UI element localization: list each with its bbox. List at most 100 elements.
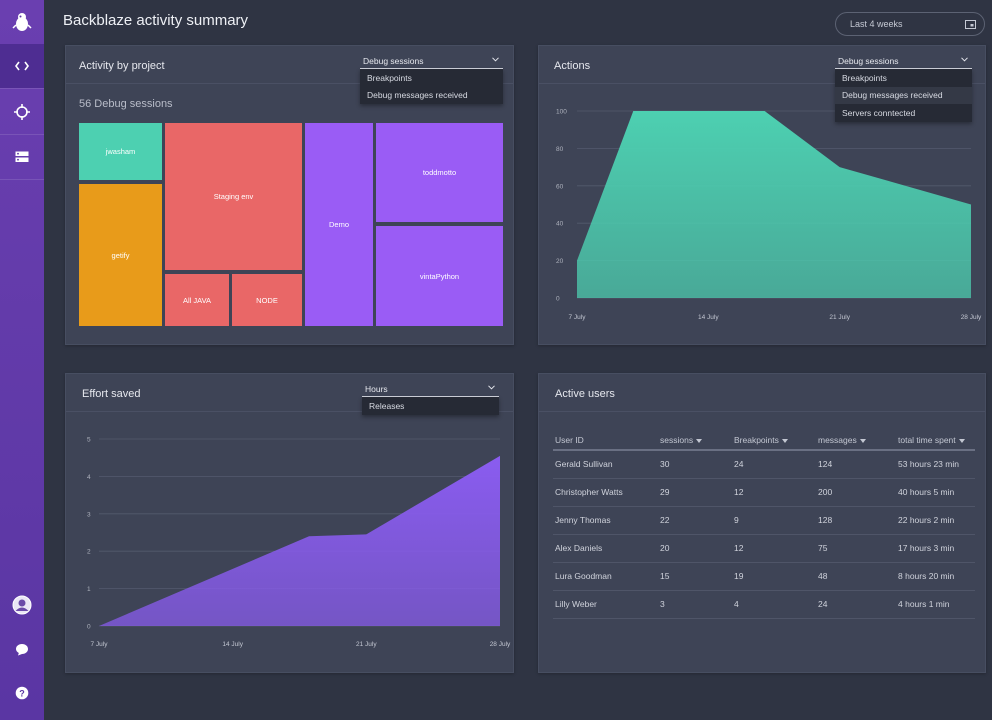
treemap-cell[interactable]: Staging env [165,123,302,270]
column-header-user-id[interactable]: User ID [553,431,658,451]
sidebar-item-code[interactable] [0,44,44,88]
page-title: Backblaze activity summary [63,12,249,29]
treemap-cell[interactable]: Demo [305,123,373,326]
cell-breakpoints: 4 [732,590,816,619]
cell-messages: 124 [816,450,896,479]
users-panel: Active users User ID sessions Breakpoint… [538,373,986,673]
table-row[interactable]: Christopher Watts 29 12 200 40 hours 5 m… [553,478,975,507]
actions-area-chart: 0 20 40 60 80 100 7 July 14 July 21 July 28 July [556,109,982,322]
dropdown-selected-label: Debug sessions [838,55,899,66]
cell-total-time: 17 hours 3 min [896,534,975,563]
dropdown-option[interactable]: Releases [369,400,405,411]
users-table: User ID sessions Breakpoints messages to… [553,431,975,619]
table-row[interactable]: Gerald Sullivan 30 24 124 53 hours 23 mi… [553,450,975,479]
svg-text:?: ? [19,688,25,698]
cell-sessions: 15 [658,562,732,591]
cell-user-id: Lura Goodman [553,562,658,591]
treemap-cell[interactable]: All JAVA [165,274,229,326]
cell-user-id: Lilly Weber [553,590,658,619]
help-icon: ? [15,686,29,700]
actions-panel-title: Actions [554,60,591,72]
sidebar-item-servers[interactable] [0,135,44,179]
column-header-sessions[interactable]: sessions [658,431,732,451]
date-range-select[interactable]: Last 4 weeks [835,12,985,36]
x-tick-label: 28 July [490,641,511,648]
y-tick-label: 100 [556,109,567,116]
cell-user-id: Jenny Thomas [553,506,658,535]
cell-messages: 24 [816,590,896,619]
table-row[interactable]: Lura Goodman 15 19 48 8 hours 20 min [553,562,975,591]
activity-panel: Activity by project 56 Debug sessions jw… [65,45,514,345]
y-tick-label: 80 [556,146,564,153]
sort-caret-icon [859,438,866,443]
sidebar-item-target[interactable] [0,90,44,134]
treemap-cell[interactable]: getify [79,184,162,326]
cell-sessions: 22 [658,506,732,535]
x-tick-label: 14 July [222,641,243,648]
y-tick-label: 1 [87,586,91,593]
dropdown-selected[interactable]: Hours [362,381,499,397]
table-header-row: User ID sessions Breakpoints messages to… [553,431,975,451]
dropdown-selected[interactable]: Debug sessions [835,53,972,69]
y-tick-label: 0 [556,296,560,303]
actions-panel: Actions 0 20 40 60 80 100 7 July 14 July 21 July… [538,45,986,345]
effort-metric-dropdown[interactable]: Hours Releases [362,381,499,415]
users-panel-header: Active users [539,374,985,412]
server-icon [15,151,29,162]
code-brackets-icon [15,61,29,71]
x-tick-label: 28 July [961,314,982,321]
cell-user-id: Gerald Sullivan [553,450,658,479]
column-header-messages[interactable]: messages [816,431,896,451]
dropdown-option[interactable]: Breakpoints [367,72,412,83]
cell-total-time: 22 hours 2 min [896,506,975,535]
dropdown-selected[interactable]: Debug sessions [360,53,503,69]
cell-sessions: 20 [658,534,732,563]
users-panel-title: Active users [555,388,615,400]
table-row[interactable]: Lilly Weber 3 4 24 4 hours 1 min [553,590,975,619]
effort-panel: Effort saved 0 1 2 3 4 5 7 July 14 July 21 July 2… [65,373,514,673]
chevron-down-icon [492,57,499,62]
cell-breakpoints: 24 [732,450,816,479]
activity-metric-dropdown[interactable]: Debug sessions Breakpoints Debug message… [360,53,503,104]
x-tick-label: 14 July [698,314,719,321]
dropdown-menu: Releases [362,397,499,415]
cell-messages: 200 [816,478,896,507]
column-header-total-time[interactable]: total time spent [896,431,975,451]
chevron-down-icon [488,385,495,390]
sidebar-item-profile[interactable] [0,583,44,627]
dropdown-option-highlighted[interactable]: Debug messages received [835,86,972,104]
y-tick-label: 2 [87,549,91,556]
cell-messages: 128 [816,506,896,535]
dropdown-option[interactable]: Debug messages received [367,90,468,101]
cell-total-time: 40 hours 5 min [896,478,975,507]
y-tick-label: 4 [87,474,91,481]
cell-breakpoints: 12 [732,478,816,507]
sort-caret-icon [781,438,788,443]
table-row[interactable]: Alex Daniels 20 12 75 17 hours 3 min [553,534,975,563]
sidebar-item-chat[interactable] [0,627,44,671]
treemap-cell[interactable]: toddmotto [376,123,503,222]
column-header-breakpoints[interactable]: Breakpoints [732,431,816,451]
effort-panel-title: Effort saved [82,388,141,400]
chevron-down-icon [961,57,968,62]
mascot-logo-icon [12,13,32,31]
activity-panel-title: Activity by project [79,60,165,72]
actions-metric-dropdown[interactable]: Debug sessions Breakpoints Debug message… [835,53,972,122]
treemap-cell[interactable]: NODE [232,274,302,326]
y-tick-label: 40 [556,221,564,228]
cell-user-id: Alex Daniels [553,534,658,563]
date-range-label: Last 4 weeks [850,19,903,29]
app-logo[interactable] [0,0,44,44]
cell-breakpoints: 19 [732,562,816,591]
dropdown-option[interactable]: Servers conntected [842,107,916,118]
treemap-cell[interactable]: vintaPython [376,226,503,326]
cell-total-time: 53 hours 23 min [896,450,975,479]
cell-sessions: 30 [658,450,732,479]
y-tick-label: 3 [87,511,91,518]
dropdown-option[interactable]: Breakpoints [842,72,887,83]
sidebar-item-help[interactable]: ? [0,671,44,715]
cell-breakpoints: 12 [732,534,816,563]
table-row[interactable]: Jenny Thomas 22 9 128 22 hours 2 min [553,506,975,535]
treemap-cell[interactable]: jwasham [79,123,162,180]
x-tick-label: 7 July [569,314,587,321]
